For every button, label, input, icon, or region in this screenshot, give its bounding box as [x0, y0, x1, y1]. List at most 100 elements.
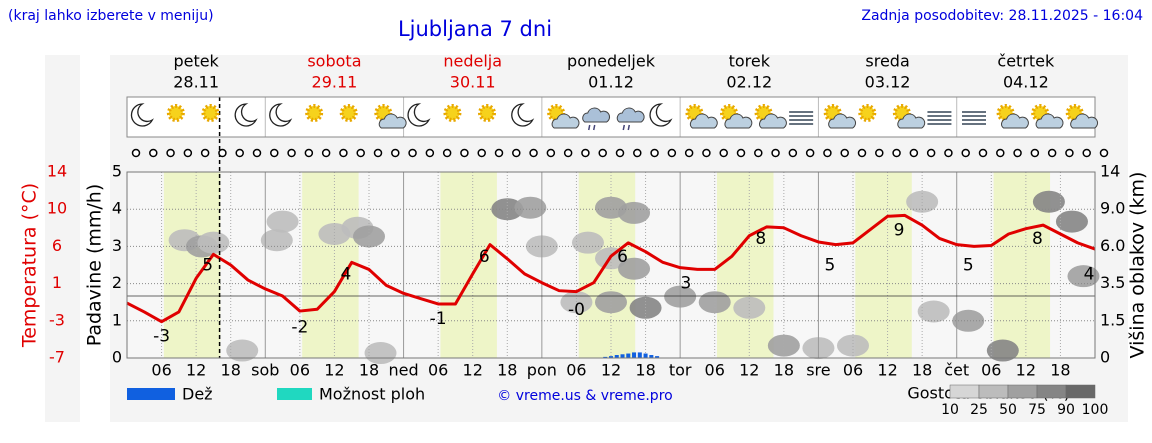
x-tick-label: 18 [359, 361, 379, 380]
cloud-blob [1055, 210, 1088, 233]
weather-icon [269, 103, 293, 127]
temperature-tick-label: 10 [47, 199, 67, 218]
weather-icon [996, 104, 1029, 129]
x-tick-label: sre [806, 361, 830, 380]
rain-bar [637, 352, 642, 358]
weather-icon [649, 103, 673, 127]
wind-calm [667, 148, 677, 158]
wind-calm [875, 148, 884, 158]
note: (kraj lahko izberete v meniju) [8, 8, 214, 24]
wind-calm [235, 148, 244, 158]
weather-icon [1065, 104, 1099, 129]
x-tick-label: 18 [912, 361, 932, 380]
y-tick-label: 1 [112, 310, 122, 329]
cloud-blob [1032, 190, 1065, 213]
density-tick-label: 50 [999, 402, 1017, 418]
density-tick-label: 100 [1082, 402, 1109, 418]
rain-bar [649, 355, 654, 358]
wind-calm [425, 148, 435, 158]
wind-calm [391, 148, 400, 158]
temperature-label: 6 [479, 247, 490, 267]
density-tick-label: 75 [1028, 402, 1046, 418]
weather-icon [478, 104, 496, 122]
icon-sun [166, 104, 185, 122]
temperature-label: 9 [894, 220, 905, 240]
wind-calm [892, 148, 901, 158]
day-name: sobota [307, 52, 361, 71]
x-tick-label: pon [527, 361, 557, 380]
wind-calm [149, 148, 158, 158]
wind-calm [1030, 148, 1040, 158]
wind-calm [788, 148, 798, 158]
temperature-label: -0 [568, 300, 585, 320]
weather-icon [407, 103, 431, 127]
weather-icon [720, 104, 753, 129]
icon-moon [407, 103, 431, 127]
wind-calm [978, 148, 988, 158]
wind-calm [252, 148, 262, 158]
icon-sun [443, 104, 462, 122]
wind-calm [166, 148, 175, 158]
wind-calm [857, 148, 867, 158]
rain-bar [655, 356, 660, 358]
copyright: © vreme.us & vreme.pro [497, 388, 672, 404]
wind-calm [321, 148, 331, 158]
icon-rain [622, 124, 631, 131]
density-swatch [1065, 384, 1096, 399]
weather-icon [130, 103, 154, 127]
cloud-blob [595, 291, 627, 314]
x-tick-label: 06 [290, 361, 310, 380]
weather-icon [374, 104, 407, 129]
weather-icon [685, 104, 718, 129]
weather-icon [789, 111, 814, 125]
x-tick-label: čet [944, 361, 969, 380]
wind-calm [183, 148, 193, 158]
day-date: 29.11 [312, 73, 358, 92]
wind-calm [1013, 148, 1022, 158]
icon-cloud [616, 107, 645, 123]
wind-calm [581, 148, 590, 158]
wind-calm [563, 148, 573, 158]
cloud-blob [906, 190, 939, 213]
wind-calm [1047, 148, 1057, 158]
day-date: 03.12 [865, 73, 911, 92]
cloud-blob [514, 196, 547, 219]
x-tick-label: 18 [1050, 361, 1070, 380]
wind-calm [356, 148, 365, 158]
cloud-blob [491, 198, 524, 221]
weather-icon [166, 104, 185, 122]
cloud-blob [952, 309, 985, 332]
day-name: četrtek [997, 52, 1055, 71]
icon-moon [234, 103, 258, 127]
weather-icon [582, 107, 611, 131]
x-tick-label: 18 [221, 361, 241, 380]
daylight-band [440, 172, 497, 358]
icon-rain [587, 124, 596, 131]
icon-sun [858, 104, 877, 122]
wind-calm [771, 148, 780, 158]
y-tick-label: 0 [112, 348, 122, 367]
x-tick-label: 12 [463, 361, 483, 380]
cloud-blob [571, 231, 604, 254]
wind-calm [996, 148, 1005, 158]
wind-calm [909, 148, 919, 158]
day-name: ponedeljek [567, 52, 656, 71]
wind-calm [1082, 148, 1091, 158]
plot-frame [126, 171, 1096, 359]
cloud-blob [618, 257, 651, 280]
wind-calm [512, 148, 521, 158]
x-tick-label: 06 [705, 361, 725, 380]
icon-cloud [759, 113, 787, 129]
day-date: 28.11 [173, 73, 219, 92]
rain-bar [620, 354, 625, 358]
icon-cloud [828, 113, 857, 129]
icon-cloud [582, 107, 611, 123]
cloud-blob [197, 231, 230, 254]
temperature-tick-label: 14 [47, 162, 67, 181]
y-tick-label: 3 [112, 236, 122, 255]
density-swatch [1036, 384, 1067, 399]
cloud-blob [618, 201, 651, 224]
y2-tick-label: 1.5 [1100, 310, 1125, 329]
temperature-tick-label: -7 [49, 348, 65, 367]
wind-calm [442, 148, 452, 158]
